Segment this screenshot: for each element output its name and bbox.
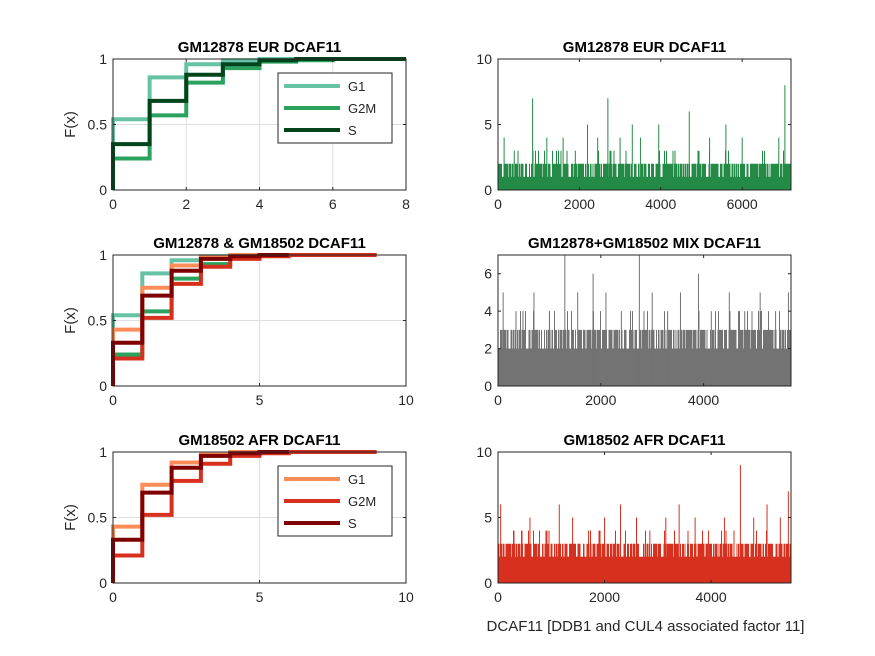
panel-title: GM12878+GM18502 MIX DCAF11 bbox=[528, 235, 761, 252]
x-tick-label: 0 bbox=[494, 392, 502, 408]
y-axis-label: F(x) bbox=[62, 504, 79, 531]
x-tick-label: 6000 bbox=[727, 196, 758, 212]
x-tick-label: 0 bbox=[494, 589, 502, 605]
y-tick-label: 0.5 bbox=[88, 313, 108, 329]
x-tick-label: 4 bbox=[256, 196, 264, 212]
legend: G1 G2M S bbox=[277, 465, 393, 537]
y-tick-label: 0 bbox=[99, 182, 107, 198]
legend: G1 G2M S bbox=[277, 72, 393, 144]
y-tick-label: 10 bbox=[476, 444, 492, 460]
legend-label: S bbox=[348, 123, 357, 138]
x-tick-label: 6 bbox=[329, 196, 337, 212]
x-tick-label: 4000 bbox=[696, 589, 727, 605]
x-tick-label: 8 bbox=[402, 196, 410, 212]
panel-title: GM12878 EUR DCAF11 bbox=[563, 39, 726, 56]
axes-box bbox=[497, 254, 792, 387]
y-tick-label: 0 bbox=[99, 575, 107, 591]
x-tick-label: 4000 bbox=[688, 392, 719, 408]
y-tick-label: 6 bbox=[484, 266, 492, 282]
panel-p1: 0 2 4 6 8 0 0.5 1 GM12878 EUR DCAF11 F(x) G1 G2M S bbox=[62, 39, 410, 212]
legend-label: G1 bbox=[348, 79, 365, 94]
panel-title: GM12878 & GM18502 DCAF11 bbox=[153, 235, 366, 252]
y-tick-label: 10 bbox=[476, 51, 492, 67]
x-tick-label: 5 bbox=[256, 392, 264, 408]
legend-label: S bbox=[348, 516, 357, 531]
x-tick-label: 0 bbox=[109, 196, 117, 212]
panel-p6: 0 2000 4000 0 5 10 GM18502 AFR DCAF11 DCAF11 [D… bbox=[476, 432, 804, 635]
y-tick-label: 0 bbox=[484, 378, 492, 394]
y-axis-label: F(x) bbox=[62, 111, 79, 138]
count-base-band bbox=[498, 176, 791, 190]
panel-p2: 0 2000 4000 6000 0 5 10 GM12878 EUR DCAF11 bbox=[476, 39, 792, 212]
y-tick-label: 0.5 bbox=[88, 117, 108, 133]
y-tick-label: 0 bbox=[484, 575, 492, 591]
x-tick-label: 5 bbox=[256, 589, 264, 605]
panel-title: GM12878 EUR DCAF11 bbox=[178, 39, 341, 56]
y-tick-label: 5 bbox=[484, 117, 492, 133]
x-tick-label: 0 bbox=[109, 392, 117, 408]
x-tick-label: 2000 bbox=[585, 392, 616, 408]
y-axis-label: F(x) bbox=[62, 307, 79, 334]
y-tick-label: 1 bbox=[99, 51, 107, 67]
x-tick-label: 0 bbox=[109, 589, 117, 605]
legend-label: G2M bbox=[348, 101, 376, 116]
x-tick-label: 0 bbox=[494, 196, 502, 212]
panel-title: GM18502 AFR DCAF11 bbox=[179, 432, 341, 449]
y-tick-label: 5 bbox=[484, 510, 492, 526]
count-base-band bbox=[498, 348, 791, 386]
x-tick-label: 10 bbox=[398, 392, 414, 408]
y-tick-label: 0.5 bbox=[88, 510, 108, 526]
x-tick-label: 2 bbox=[182, 196, 190, 212]
count-base-band bbox=[498, 556, 791, 583]
y-tick-label: 1 bbox=[99, 247, 107, 263]
y-tick-label: 0 bbox=[484, 182, 492, 198]
legend-label: G1 bbox=[348, 472, 365, 487]
x-tick-label: 4000 bbox=[645, 196, 676, 212]
y-tick-label: 1 bbox=[99, 444, 107, 460]
panel-title: GM18502 AFR DCAF11 bbox=[564, 432, 726, 449]
y-tick-label: 2 bbox=[484, 341, 492, 357]
x-axis-label: DCAF11 [DDB1 and CUL4 associated factor … bbox=[487, 618, 805, 635]
panel-p5: 0 5 10 0 0.5 1 GM18502 AFR DCAF11 F(x) G1 G2M S bbox=[62, 432, 414, 605]
x-tick-label: 2000 bbox=[564, 196, 595, 212]
x-tick-label: 10 bbox=[398, 589, 414, 605]
y-tick-label: 0 bbox=[99, 378, 107, 394]
x-tick-label: 2000 bbox=[589, 589, 620, 605]
legend-label: G2M bbox=[348, 494, 376, 509]
y-tick-label: 4 bbox=[484, 303, 492, 319]
panel-p4: 0 2000 4000 0 2 4 6 GM12878+GM18502 MIX DCAF11 bbox=[484, 235, 792, 408]
panel-p3: 0 5 10 0 0.5 1 GM12878 & GM18502 DCAF11 F(x) bbox=[62, 235, 414, 408]
